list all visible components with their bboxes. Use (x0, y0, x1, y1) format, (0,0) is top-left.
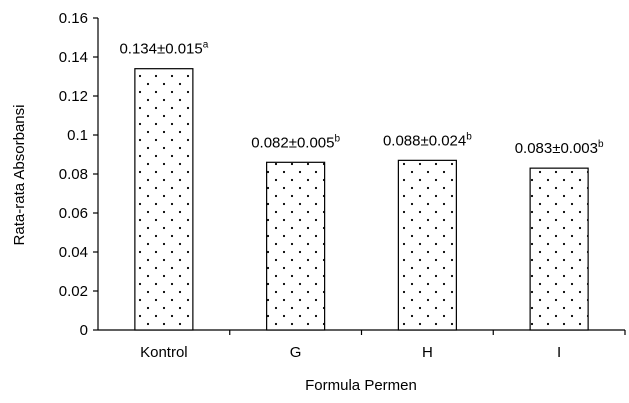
x-tick-label: I (557, 344, 561, 361)
x-axis-label: Formula Permen (305, 377, 417, 394)
y-axis-label: Rata-rata Absorbansi (11, 105, 28, 246)
x-tick-label: Kontrol (140, 344, 188, 361)
data-label: 0.082±0.005b (251, 133, 340, 151)
data-label: 0.134±0.015a (119, 40, 208, 58)
y-tick-label: 0.14 (59, 49, 88, 66)
data-label: 0.083±0.003b (515, 139, 604, 157)
bars (134, 68, 589, 331)
labels: Kontrol 0.134±0.015a G 0.082±0.005b H 0.088±0… (119, 40, 604, 361)
y-tick-label: 0.1 (67, 127, 88, 144)
y-tick-label: 0.04 (59, 244, 88, 261)
y-tick-label: 0.02 (59, 283, 88, 300)
x-tick-label: H (422, 344, 433, 361)
bar-g (266, 161, 326, 331)
bar-i (529, 167, 589, 331)
bar-h (397, 159, 457, 331)
y-tick-label: 0.06 (59, 205, 88, 222)
y-tick-label: 0.12 (59, 88, 88, 105)
x-tick-label: G (290, 344, 302, 361)
data-label: 0.088±0.024b (383, 131, 472, 149)
bar-kontrol (134, 68, 194, 331)
y-tick-label: 0.08 (59, 166, 88, 183)
y-tick-label: 0 (80, 322, 88, 339)
y-tick-label: 0.16 (59, 10, 88, 27)
axes: 0 0.02 0.04 0.06 0.08 0.1 0.12 0.14 0.16 (59, 10, 626, 339)
